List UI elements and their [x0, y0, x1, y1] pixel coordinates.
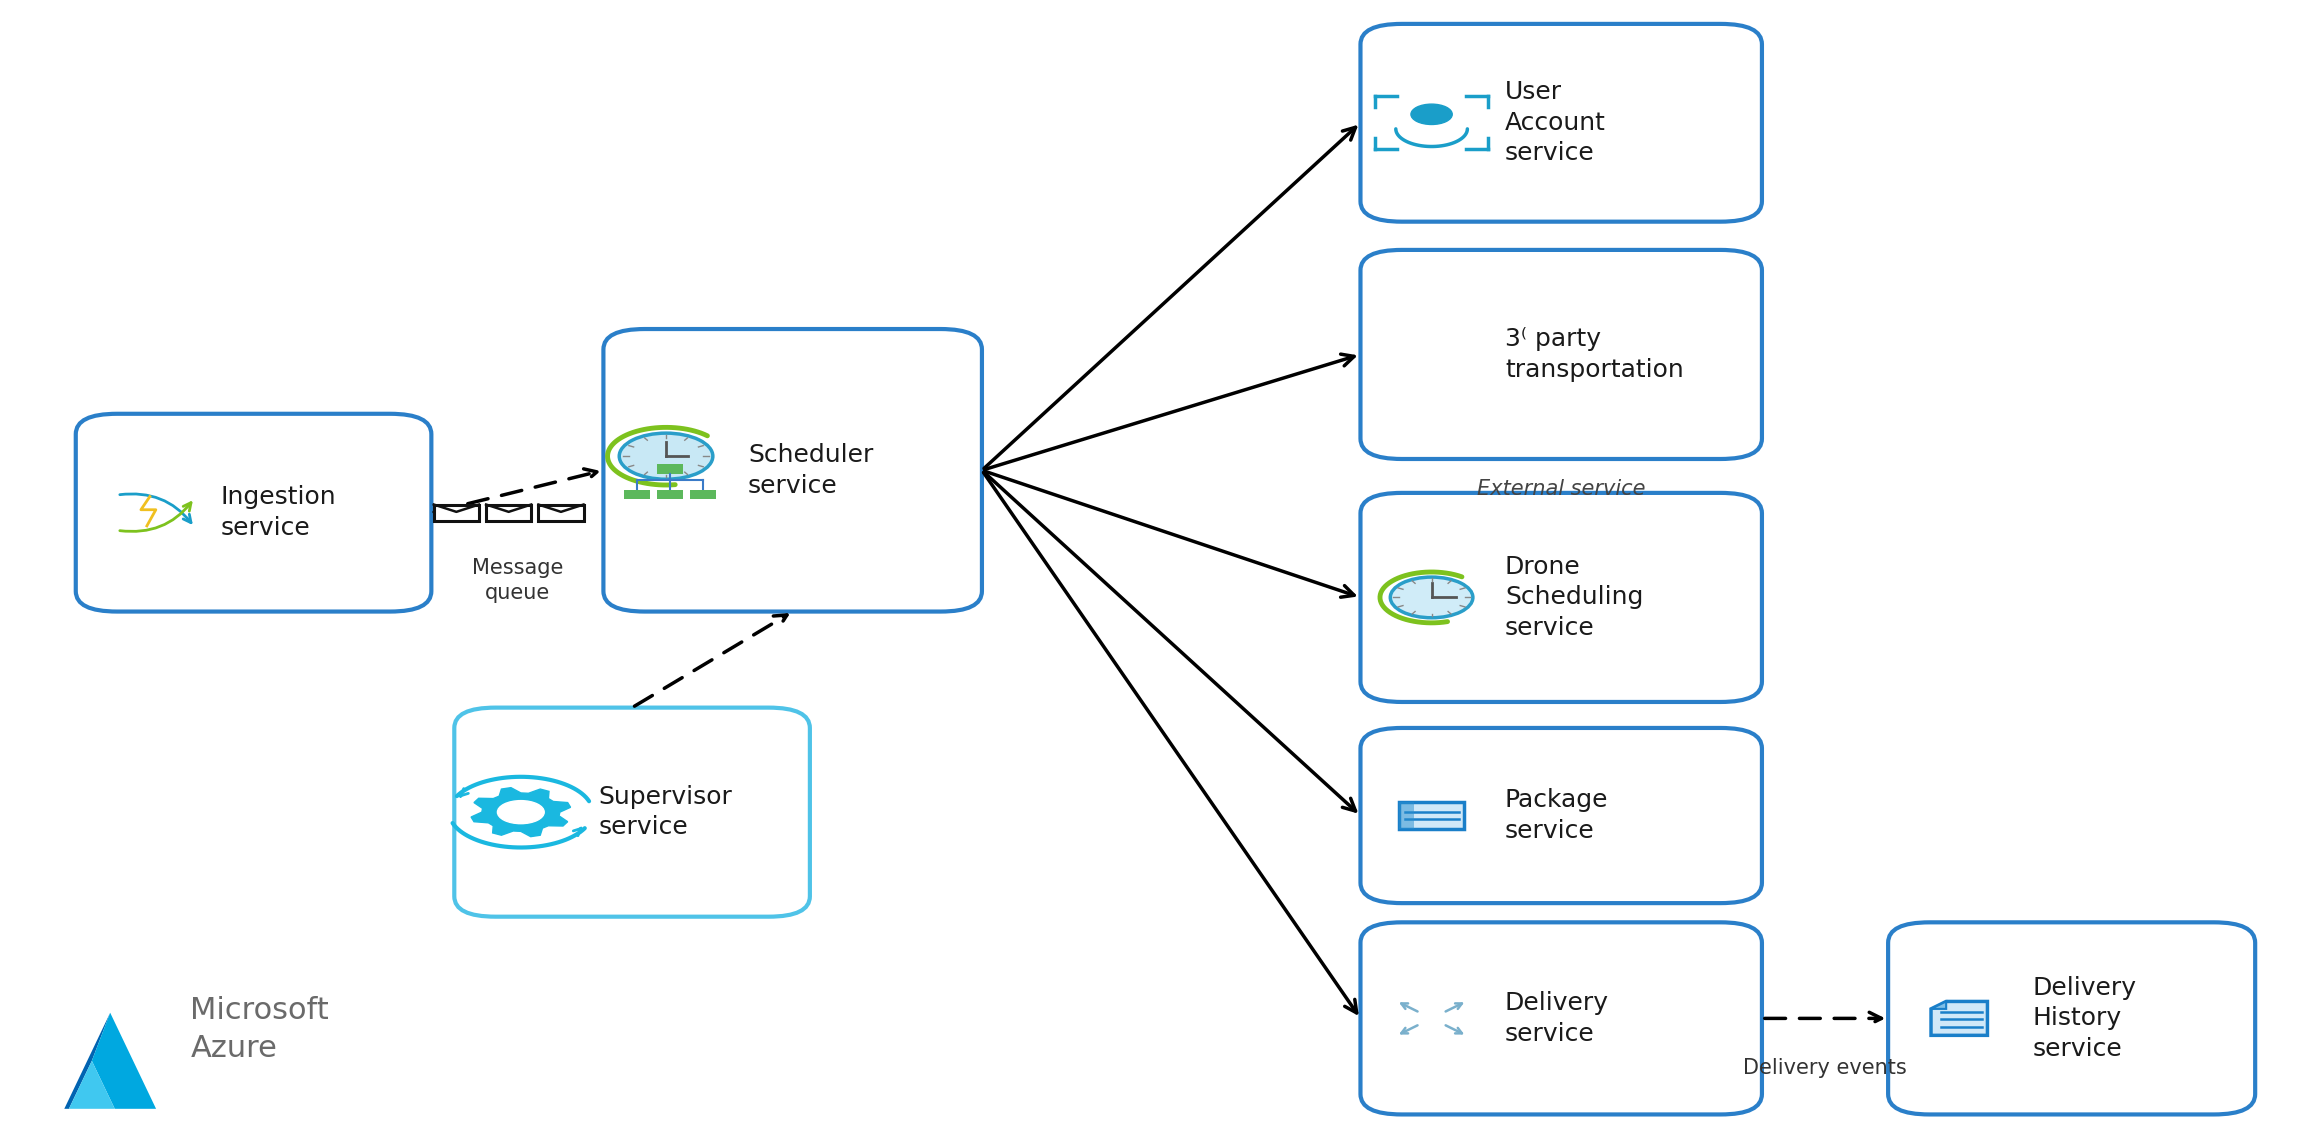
Polygon shape — [1932, 1001, 1946, 1009]
Text: Ingestion
service: Ingestion service — [219, 485, 337, 540]
Text: 3⁽ party
transportation: 3⁽ party transportation — [1505, 327, 1685, 382]
FancyBboxPatch shape — [1359, 249, 1761, 459]
Polygon shape — [65, 1012, 111, 1109]
FancyBboxPatch shape — [1359, 24, 1761, 222]
FancyBboxPatch shape — [538, 505, 584, 521]
Text: Delivery
History
service: Delivery History service — [2033, 976, 2137, 1060]
FancyBboxPatch shape — [1359, 728, 1761, 903]
FancyBboxPatch shape — [1399, 802, 1463, 829]
FancyBboxPatch shape — [1359, 922, 1761, 1114]
Text: Package
service: Package service — [1505, 788, 1609, 843]
FancyBboxPatch shape — [690, 490, 715, 500]
FancyBboxPatch shape — [1888, 922, 2255, 1114]
Polygon shape — [69, 1060, 115, 1109]
FancyBboxPatch shape — [658, 464, 683, 475]
FancyBboxPatch shape — [623, 490, 651, 500]
Text: Delivery events: Delivery events — [1743, 1058, 1906, 1078]
Circle shape — [619, 434, 713, 479]
FancyBboxPatch shape — [434, 505, 480, 521]
Text: Message
queue: Message queue — [471, 558, 563, 603]
FancyBboxPatch shape — [602, 329, 981, 612]
FancyBboxPatch shape — [1359, 493, 1761, 702]
Circle shape — [499, 801, 545, 824]
Polygon shape — [1932, 1001, 1987, 1035]
FancyBboxPatch shape — [76, 414, 432, 612]
Polygon shape — [471, 788, 570, 836]
FancyBboxPatch shape — [487, 505, 531, 521]
FancyBboxPatch shape — [1399, 802, 1412, 829]
Text: Drone
Scheduling
service: Drone Scheduling service — [1505, 555, 1643, 641]
Text: Supervisor
service: Supervisor service — [598, 785, 732, 840]
Circle shape — [1389, 577, 1473, 618]
Polygon shape — [92, 1012, 157, 1109]
Text: Delivery
service: Delivery service — [1505, 991, 1609, 1046]
Text: Microsoft
Azure: Microsoft Azure — [192, 995, 330, 1063]
Text: Scheduler
service: Scheduler service — [748, 443, 872, 498]
FancyBboxPatch shape — [455, 708, 810, 916]
Text: User
Account
service: User Account service — [1505, 80, 1606, 166]
Circle shape — [1410, 104, 1452, 125]
FancyBboxPatch shape — [658, 490, 683, 500]
Text: External service: External service — [1477, 479, 1646, 499]
